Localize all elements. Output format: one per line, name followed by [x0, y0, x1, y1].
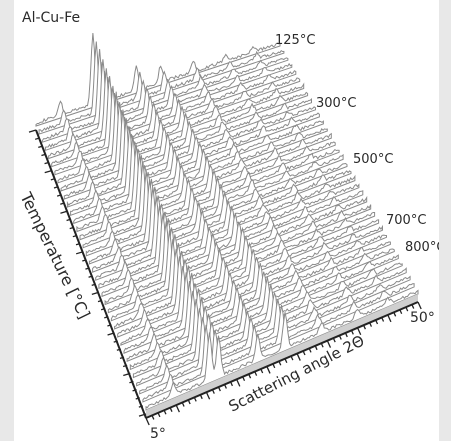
y-tick-21: [97, 299, 103, 303]
temp-label-3: 700°C: [386, 213, 426, 228]
y-tick-3: [41, 153, 46, 157]
x-tick-11: [211, 389, 215, 394]
x-tick-25: [296, 353, 301, 361]
y-tick-2: [38, 145, 43, 149]
x-tick-label-max: 50°: [410, 310, 435, 326]
y-tick-17: [85, 267, 90, 270]
x-tick-30: [326, 340, 332, 348]
x-tick-37: [369, 322, 373, 327]
x-tick-28: [314, 345, 318, 351]
x-tick-1: [151, 415, 155, 420]
temperature-axis-line: [35, 129, 147, 419]
x-tick-7: [187, 399, 191, 405]
axes-group: [28, 129, 422, 426]
y-tick-23: [104, 316, 109, 319]
floor-strip: [146, 294, 418, 418]
y-tick-9: [60, 202, 65, 205]
x-tick-16: [242, 376, 246, 382]
x-tick-42: [399, 309, 403, 315]
x-tick-18: [254, 371, 258, 376]
x-tick-9: [199, 394, 203, 400]
tick-group: [28, 129, 422, 426]
x-tick-14: [230, 381, 234, 387]
x-tick-44: [411, 304, 415, 309]
y-tick-1: [34, 137, 40, 140]
y-tick-33: [135, 397, 140, 400]
x-tick-38: [375, 319, 379, 325]
trace-35: [145, 289, 419, 411]
x-tick-12: [217, 386, 221, 392]
y-tick-15: [75, 251, 84, 255]
y-tick-6: [50, 178, 56, 181]
y-tick-7: [53, 186, 59, 189]
y-tick-20: [91, 291, 100, 296]
y-tick-8: [56, 194, 62, 197]
temp-label-0: 125°C: [275, 33, 315, 48]
x-tick-10: [205, 391, 211, 400]
y-tick-0: [28, 129, 37, 133]
y-tick-30: [123, 372, 131, 377]
y-tick-14: [75, 242, 81, 246]
x-tick-15: [236, 379, 241, 387]
y-tick-12: [69, 226, 74, 230]
temp-label-2: 500°C: [353, 152, 393, 167]
y-tick-34: [138, 405, 144, 408]
x-tick-34: [350, 330, 354, 335]
x-tick-6: [181, 402, 185, 407]
x-tick-4: [169, 407, 173, 412]
x-tick-13: [223, 384, 227, 389]
front-axis-line: [145, 301, 419, 419]
y-tick-32: [132, 389, 137, 392]
x-tick-31: [332, 337, 336, 343]
y-tick-35: [138, 413, 147, 417]
x-tick-5: [175, 404, 180, 413]
x-tick-21: [272, 363, 276, 369]
y-tick-25: [107, 332, 115, 336]
x-tick-32: [338, 335, 342, 340]
y-tick-22: [100, 307, 106, 311]
x-tick-22: [278, 361, 282, 366]
chart-title: Al-Cu-Fe: [22, 10, 80, 26]
x-tick-2: [157, 412, 161, 418]
y-tick-10: [60, 210, 68, 214]
x-tick-17: [248, 373, 252, 379]
x-tick-0: [145, 417, 150, 426]
x-tick-8: [193, 397, 197, 402]
y-tick-4: [44, 161, 49, 165]
x-tick-23: [284, 358, 288, 363]
x-tick-39: [381, 317, 385, 322]
y-tick-5: [44, 169, 52, 174]
x-tick-40: [387, 314, 392, 323]
x-tick-20: [266, 366, 271, 374]
y-tick-27: [116, 348, 122, 351]
x-tick-36: [363, 324, 366, 330]
x-tick-27: [308, 348, 312, 353]
x-tick-41: [393, 312, 397, 317]
plot-area: Al-Cu-Fe 125°C 300°C 500°C 700°C 800°C 5…: [14, 0, 439, 441]
x-tick-label-min: 5°: [150, 426, 166, 441]
trace-group: [35, 32, 419, 418]
y-tick-31: [129, 380, 134, 384]
x-tick-26: [302, 350, 306, 356]
y-tick-16: [82, 259, 87, 262]
x-tick-29: [320, 342, 324, 348]
x-tick-35: [356, 327, 362, 336]
x-tick-43: [405, 306, 409, 312]
x-tick-45: [417, 301, 422, 310]
waterfall-chart: Al-Cu-Fe 125°C 300°C 500°C 700°C 800°C 5…: [16, 10, 439, 441]
y-tick-11: [66, 218, 71, 222]
x-tick-33: [344, 332, 348, 338]
x-tick-24: [290, 355, 294, 361]
y-tick-26: [113, 340, 118, 343]
x-tick-3: [163, 409, 167, 415]
y-tick-19: [91, 283, 96, 286]
y-tick-29: [122, 364, 128, 368]
temp-label-1: 300°C: [316, 96, 356, 111]
x-tick-19: [260, 368, 264, 374]
y-tick-13: [72, 234, 78, 238]
temp-label-4: 800°C: [405, 240, 439, 255]
y-tick-18: [88, 275, 93, 278]
y-tick-28: [119, 356, 125, 360]
y-tick-24: [107, 324, 112, 327]
